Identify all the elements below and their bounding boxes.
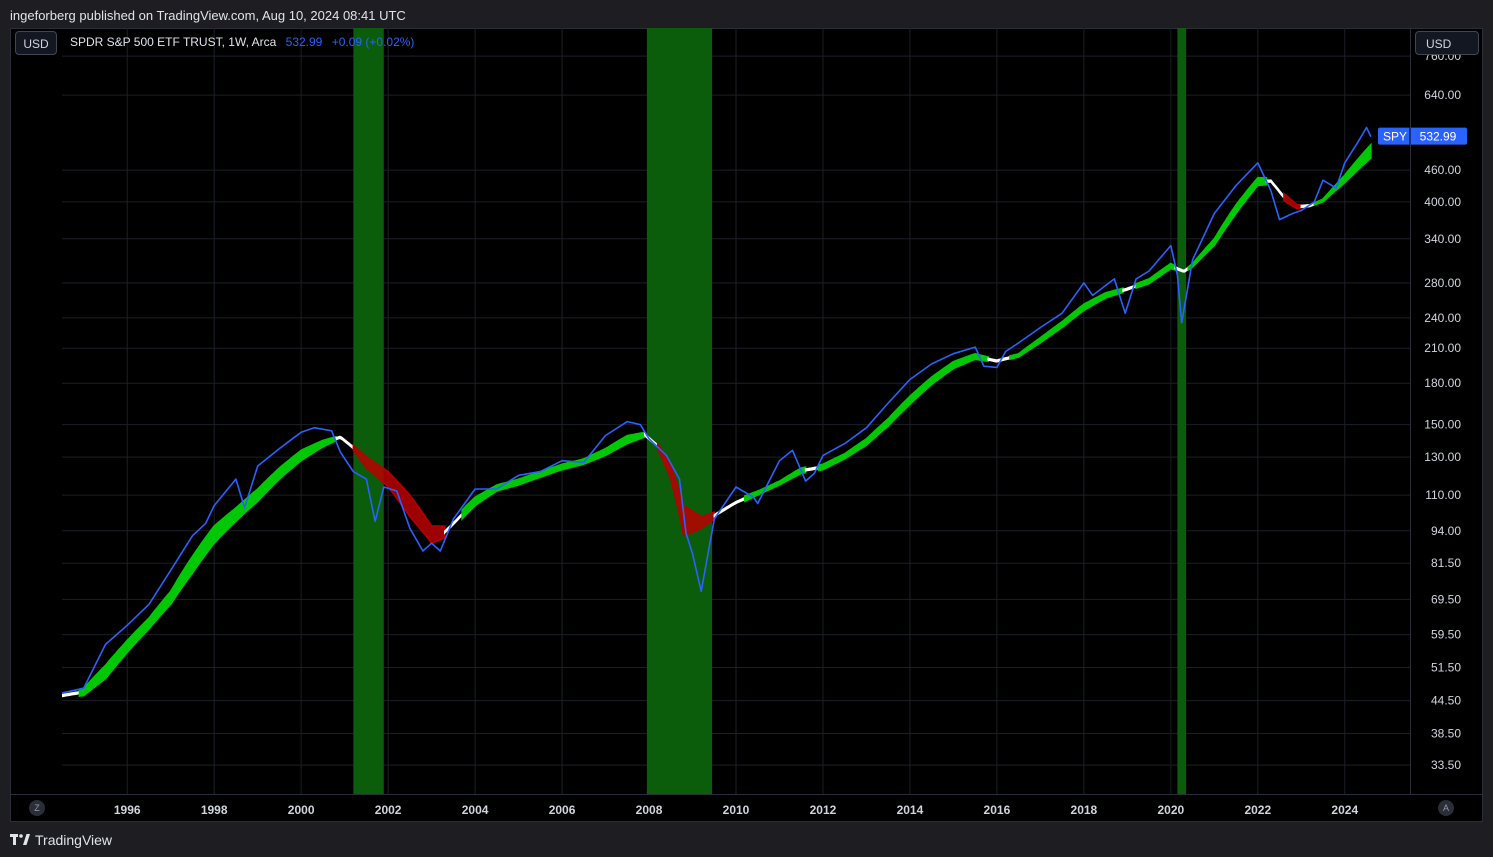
zoom-left-button[interactable]: Z (29, 800, 45, 816)
time-tick-label: 2010 (723, 803, 750, 817)
trend-band-neutral (443, 511, 463, 535)
price-tick-label: 33.50 (1431, 758, 1461, 772)
tradingview-logo[interactable]: TradingView (10, 832, 112, 848)
price-series (61, 126, 1372, 694)
time-tick-label: 2020 (1157, 803, 1184, 817)
price-tick-label: 460.00 (1424, 163, 1461, 177)
trend-band-up (743, 466, 807, 503)
series-legend: SPDR S&P 500 ETF TRUST, 1W, Arca 532.99 … (70, 35, 414, 49)
bottom-bar: TradingView (0, 822, 1493, 857)
price-tick-label: 44.50 (1431, 694, 1461, 708)
trend-band-up (1313, 142, 1372, 206)
price-line (61, 126, 1372, 694)
tradingview-brand: TradingView (35, 832, 113, 848)
published-caption: ingeforberg published on TradingView.com… (10, 8, 406, 23)
price-tick-label: 59.50 (1431, 628, 1461, 642)
time-tick-label: 1996 (114, 803, 141, 817)
price-tick-label: 130.00 (1424, 450, 1461, 464)
time-tick-label: 2016 (984, 803, 1011, 817)
tradingview-logo-icon (10, 834, 30, 845)
currency-button-left[interactable]: USD (15, 31, 57, 55)
top-bar: ingeforberg published on TradingView.com… (0, 0, 1493, 28)
price-tick-label: 240.00 (1424, 311, 1461, 325)
price-tick-label: 340.00 (1424, 232, 1461, 246)
price-tick-label: 38.50 (1431, 727, 1461, 741)
price-tag-bg (1378, 127, 1467, 145)
time-tick-label: 2018 (1071, 803, 1098, 817)
time-axis-svg: 1996 1998 2000 2002 2004 2006 2008 2010 2012 2014… (114, 803, 1359, 817)
price-tag-value: 532.99 (1420, 130, 1457, 144)
recession-shading (353, 28, 1187, 794)
price-axis-svg: 33.50 38.50 44.50 51.50 59.50 69.50 81.50 94.00… (1378, 49, 1467, 772)
time-tick-label: 2004 (462, 803, 489, 817)
time-axis[interactable]: 1996 1998 2000 2002 2004 2006 2008 2010 2012 2014… (10, 794, 1483, 822)
recession-band (353, 28, 384, 794)
price-tag-symbol: SPY (1383, 130, 1407, 144)
plot-area[interactable] (61, 28, 1410, 794)
price-tick-label: 94.00 (1431, 524, 1461, 538)
trend-band-down (1283, 191, 1303, 210)
price-tick-label: 69.50 (1431, 592, 1461, 606)
time-tick-label: 2006 (549, 803, 576, 817)
price-axis[interactable]: 33.50 38.50 44.50 51.50 59.50 69.50 81.50 94.00… (1378, 28, 1483, 794)
time-tick-label: 2012 (810, 803, 837, 817)
price-tick-label: 110.00 (1425, 488, 1461, 502)
recession-band (646, 28, 713, 794)
time-tick-label: 2022 (1244, 803, 1271, 817)
grid (62, 28, 1410, 794)
trend-band-up (461, 431, 646, 521)
trend-band-neutral (987, 355, 1011, 363)
price-tick-label: 640.00 (1424, 88, 1461, 102)
time-tick-label: 2024 (1331, 803, 1358, 817)
trend-band-up (78, 435, 337, 697)
price-tick-label: 210.00 (1424, 341, 1461, 355)
price-tick-label: 150.00 (1424, 418, 1461, 432)
price-tick-label: 180.00 (1424, 376, 1461, 390)
price-tick-label: 400.00 (1424, 195, 1461, 209)
currency-button-right[interactable]: USD (1415, 31, 1479, 55)
trend-band-up (1187, 176, 1268, 272)
time-tick-label: 2002 (375, 803, 402, 817)
time-tick-label: 2008 (636, 803, 663, 817)
time-tick-label: 2000 (288, 803, 315, 817)
trend-band-up (1135, 262, 1176, 290)
trend-band-neutral (1265, 179, 1285, 201)
trend-band-up (1009, 287, 1124, 361)
time-tick-label: 2014 (897, 803, 924, 817)
legend-last-price: 532.99 (285, 35, 323, 49)
trend-band-up (817, 352, 989, 472)
chart-svg (61, 28, 1410, 794)
auto-scale-button[interactable]: A (1438, 800, 1454, 816)
price-tick-label: 51.50 (1431, 660, 1461, 674)
trend-band (61, 142, 1372, 698)
price-tick-label: 81.50 (1431, 556, 1461, 570)
legend-symbol-line: SPDR S&P 500 ETF TRUST, 1W, Arca (70, 35, 277, 49)
legend-change: +0.09 (+0.02%) (331, 35, 415, 49)
trend-band-down (352, 443, 446, 545)
time-tick-label: 1998 (201, 803, 228, 817)
recession-band (1177, 28, 1187, 794)
price-tick-label: 280.00 (1424, 276, 1461, 290)
